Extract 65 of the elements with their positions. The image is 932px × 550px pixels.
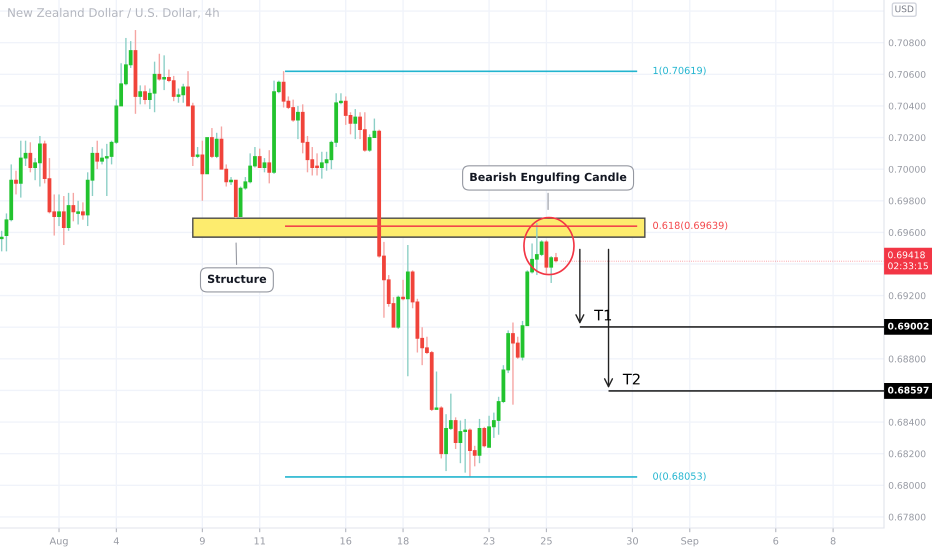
y-tick-label: 0.70400	[888, 102, 926, 110]
ref-line-label: 0.69418 02:33:15	[888, 251, 928, 270]
annotation: T2	[622, 374, 640, 384]
candlestick	[14, 170, 18, 196]
annotation: Structure	[208, 274, 266, 284]
candlestick	[554, 252, 558, 264]
candlestick	[0, 230, 4, 252]
candlestick	[196, 146, 200, 159]
candlestick	[454, 416, 458, 450]
candlestick	[267, 149, 272, 184]
x-tick-label: 16	[340, 537, 352, 545]
y-tick-label: 0.70800	[888, 39, 926, 46]
ref-line-label: 0.69002	[888, 322, 928, 330]
y-tick-label: 0.67800	[888, 514, 926, 521]
candlestick	[262, 157, 266, 174]
x-tick-label: 11	[254, 537, 265, 544]
x-tick-label: 8	[830, 537, 836, 545]
x-tick-label: 23	[484, 537, 494, 545]
y-axis-title: USD	[895, 5, 914, 12]
text: New Zealand Dollar / U.S. Dollar, 4h	[8, 8, 219, 18]
candlestick	[258, 148, 262, 168]
candlestick	[434, 370, 438, 410]
y-tick-label: 0.68400	[888, 418, 926, 426]
x-tick-label: 25	[540, 537, 552, 545]
candlestick	[162, 54, 166, 91]
y-tick-label: 0.70200	[888, 134, 926, 142]
candlestick	[401, 279, 405, 302]
candlestick	[57, 194, 61, 227]
annotation: Bearish Engulfing Candle	[470, 172, 626, 184]
x-tick-label: 18	[398, 537, 409, 545]
y-tick-label: 0.70600	[888, 70, 926, 78]
ref-line-label: 0.618(0.69639)	[653, 222, 728, 230]
y-tick-label: 0.69800	[888, 197, 926, 204]
candlestick	[76, 200, 80, 226]
y-tick-label: 0.68000	[888, 482, 926, 489]
y-tick-label: 0.69200	[888, 292, 926, 300]
y-tick-label: 0.69600	[888, 229, 926, 236]
candlestick	[71, 192, 76, 222]
candlestick	[138, 84, 142, 106]
y-tick-label: 0.68800	[888, 356, 926, 362]
ref-line-label: 0.68597	[888, 386, 929, 394]
candlestick	[549, 255, 554, 284]
candlestick	[157, 53, 162, 82]
x-tick-label: Sep	[681, 537, 698, 546]
x-tick-label: Aug	[50, 537, 68, 546]
candlestick	[62, 195, 66, 246]
candlestick	[143, 84, 147, 106]
candlestick	[353, 108, 358, 140]
candlestick	[66, 192, 70, 232]
candlestick	[214, 132, 219, 159]
ref-line-label: 0(0.68053)	[653, 472, 706, 481]
candlestick	[95, 140, 100, 170]
candlestick	[200, 140, 204, 202]
candlestick	[482, 426, 486, 448]
ref-line-label: 1(0.70619)	[654, 66, 706, 76]
x-tick-label: 9	[200, 537, 205, 545]
y-tick-label: 0.68200	[888, 450, 926, 458]
y-tick-label: 0.70000	[888, 166, 926, 173]
candlestick	[81, 202, 85, 220]
candlestick	[296, 105, 300, 140]
candlestick	[28, 142, 32, 174]
x-tick-label: 6	[773, 537, 778, 545]
candlestick	[210, 127, 214, 159]
x-tick-label: 4	[114, 537, 119, 544]
x-tick-label: 30	[626, 537, 638, 545]
